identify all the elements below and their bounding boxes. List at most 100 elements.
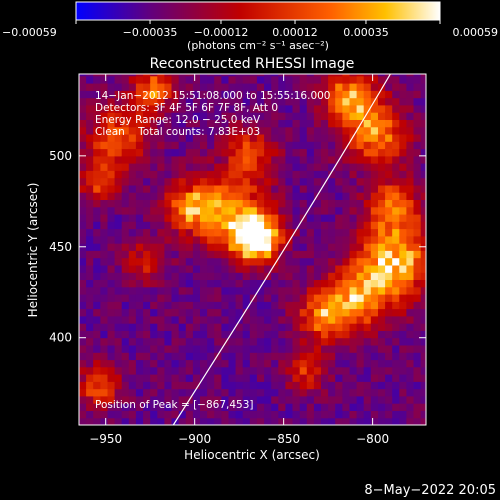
heatmap-cell	[399, 323, 407, 331]
heatmap-cell	[150, 381, 158, 390]
heatmap-cell	[406, 75, 414, 84]
heatmap-cell	[299, 206, 308, 215]
heatmap-cell	[121, 74, 130, 77]
heatmap-cell	[392, 345, 400, 353]
heatmap-cell	[143, 141, 151, 150]
heatmap-cell	[271, 90, 279, 99]
heatmap-cell	[356, 286, 365, 295]
heatmap-cell	[242, 279, 251, 288]
heatmap-cell	[157, 330, 165, 339]
heatmap-cell	[264, 177, 272, 186]
heatmap-cell	[285, 192, 293, 200]
heatmap-cell	[335, 250, 343, 259]
heatmap-cell	[221, 155, 229, 164]
heatmap-cell	[406, 352, 414, 361]
heatmap-cell	[164, 184, 172, 193]
heatmap-cell	[121, 250, 130, 259]
heatmap-cell	[79, 286, 87, 295]
heatmap-cell	[406, 403, 414, 411]
heatmap-cell	[278, 90, 286, 99]
heatmap-cell	[86, 75, 94, 84]
heatmap-cell	[128, 83, 137, 91]
heatmap-cell	[306, 75, 315, 84]
heatmap-cell	[79, 330, 87, 339]
heatmap-cell	[93, 345, 101, 353]
heatmap-cell	[235, 374, 244, 382]
heatmap-cell	[143, 192, 151, 200]
heatmap-cell	[171, 279, 180, 288]
heatmap-cell	[143, 359, 151, 368]
heatmap-cell	[157, 192, 165, 200]
heatmap-cell	[256, 163, 265, 171]
heatmap-cell	[321, 214, 329, 222]
heatmap-cell	[299, 279, 308, 288]
heatmap-cell	[363, 388, 372, 397]
heatmap-cell	[171, 243, 180, 251]
heatmap-cell	[79, 235, 87, 244]
heatmap-cell	[342, 381, 350, 390]
heatmap-cell	[214, 279, 222, 288]
heatmap-cell	[370, 352, 379, 361]
heatmap-cell	[242, 323, 251, 331]
annotation-time: 14−Jan−2012 15:51:08.000 to 15:55:16.000	[95, 90, 331, 102]
heatmap-cell	[349, 388, 358, 397]
heatmap-cell	[370, 148, 379, 157]
heatmap-cell	[406, 265, 414, 273]
heatmap-cell	[256, 403, 265, 411]
heatmap-cell	[349, 134, 358, 142]
heatmap-cell	[356, 228, 365, 237]
heatmap-cell	[207, 359, 215, 368]
heatmap-cell	[392, 308, 400, 317]
heatmap-cell	[93, 90, 101, 99]
heatmap-cell	[335, 323, 343, 331]
heatmap-cell	[406, 199, 414, 208]
heatmap-cell	[242, 184, 251, 193]
heatmap-cell	[157, 388, 165, 397]
heatmap-cell	[107, 163, 116, 171]
chart-title: Reconstructed RHESSI Image	[150, 56, 355, 72]
heatmap-cell	[235, 410, 244, 419]
heatmap-cell	[392, 294, 400, 302]
heatmap-cell	[200, 243, 208, 251]
heatmap-cell	[107, 126, 116, 135]
heatmap-cell	[171, 301, 180, 310]
heatmap-cell	[107, 395, 116, 404]
heatmap-cell	[171, 381, 180, 390]
heatmap-cell	[256, 315, 265, 324]
heatmap-cell	[114, 97, 123, 106]
heatmap-cell	[86, 279, 94, 288]
heatmap-cell	[385, 417, 393, 425]
heatmap-cell	[128, 170, 137, 179]
heatmap-cell	[164, 381, 172, 390]
heatmap-cell	[178, 250, 187, 259]
heatmap-cell	[278, 301, 286, 310]
heatmap-cell	[178, 403, 187, 411]
heatmap-cell	[164, 163, 172, 171]
heatmap-cell	[128, 126, 137, 135]
heatmap-cell	[178, 126, 187, 135]
heatmap-cell	[420, 74, 426, 77]
heatmap-cell	[79, 366, 87, 375]
heatmap-cell	[135, 134, 144, 142]
heatmap-cell	[271, 417, 279, 425]
heatmap-cell	[299, 75, 308, 84]
heatmap-cell	[342, 97, 350, 106]
heatmap-cell	[378, 265, 386, 273]
heatmap-cell	[342, 308, 350, 317]
heatmap-cell	[228, 206, 237, 215]
heatmap-cell	[299, 388, 308, 397]
heatmap-cell	[135, 417, 144, 425]
heatmap-cell	[157, 381, 165, 390]
heatmap-cell	[349, 243, 358, 251]
heatmap-cell	[164, 104, 172, 113]
heatmap-cell	[200, 97, 208, 106]
heatmap-cell	[200, 221, 208, 230]
heatmap-cell	[356, 250, 365, 259]
heatmap-cell	[121, 272, 130, 280]
heatmap-cell	[235, 104, 244, 113]
heatmap-cell	[192, 294, 201, 302]
heatmap-cell	[356, 410, 365, 419]
heatmap-cell	[143, 148, 151, 157]
heatmap-cell	[292, 221, 301, 230]
colorbar	[75, 1, 441, 21]
